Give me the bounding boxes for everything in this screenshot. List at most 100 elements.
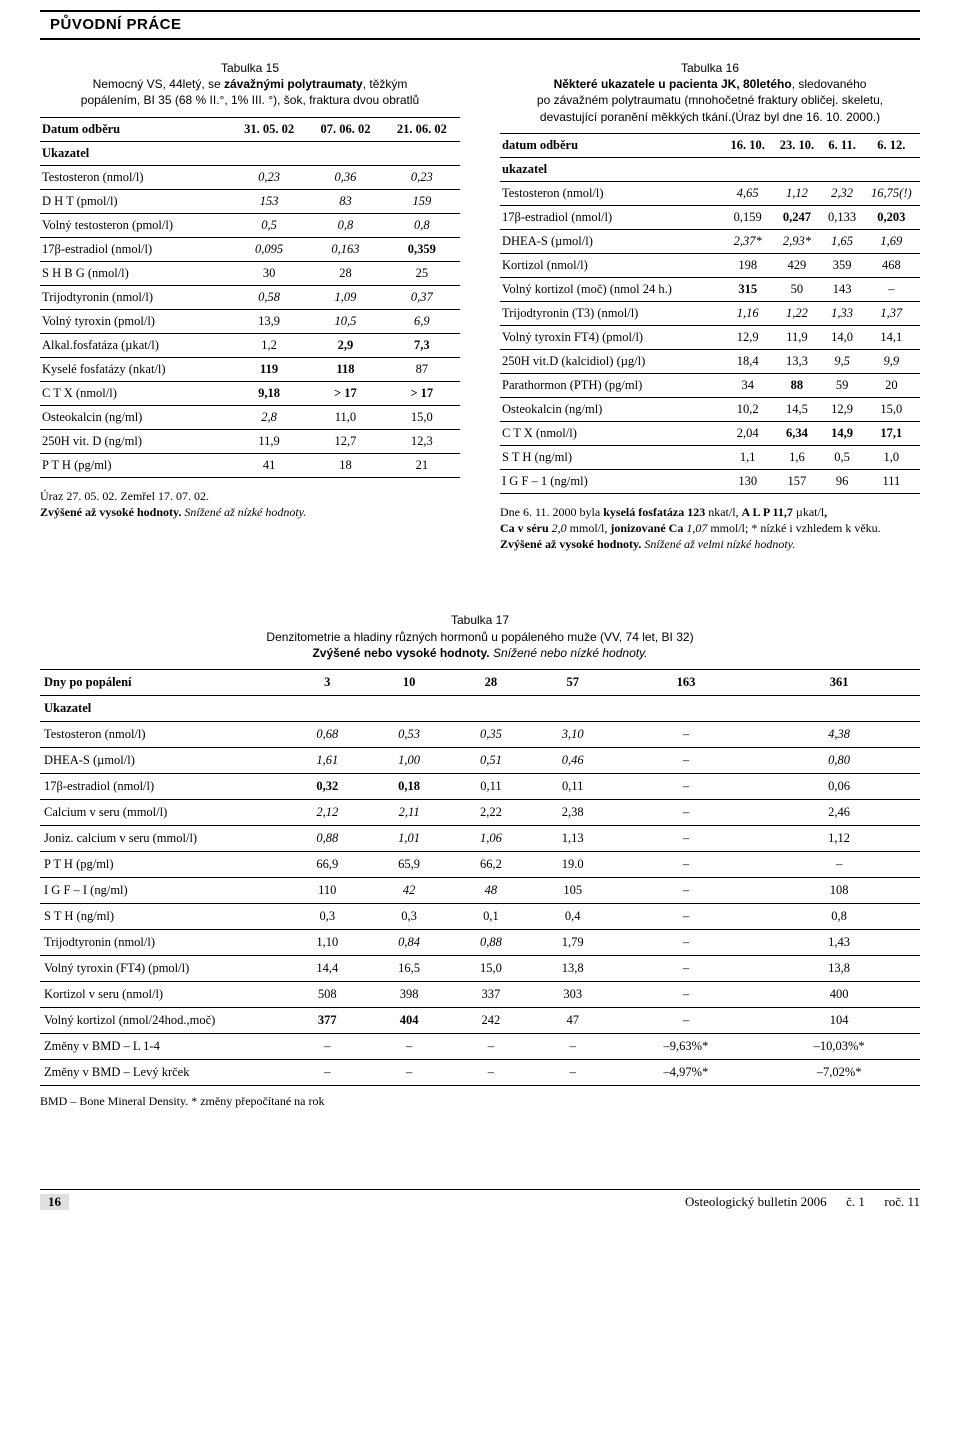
cell-value: 0,68 <box>286 721 368 747</box>
cell-value: 0,8 <box>307 213 383 237</box>
cell-value: – <box>532 1059 614 1085</box>
t17-h2: 10 <box>368 669 450 695</box>
cell-value: 1,01 <box>368 825 450 851</box>
t16-h3: 6. 11. <box>822 133 863 157</box>
table-row: Trijodtyronin (nmol/l)1,100,840,881,79–1… <box>40 929 920 955</box>
table-row: DHEA-S (µmol/l)1,611,000,510,46–0,80 <box>40 747 920 773</box>
table15-number: Tabulka 15 <box>40 60 460 76</box>
t15-cap-b: Zvýšené až vysoké hodnoty. <box>40 505 181 519</box>
table-row: Změny v BMD – Levý krček–––––4,97%*–7,02… <box>40 1059 920 1085</box>
cell-value: 2,32 <box>822 181 863 205</box>
table-row: Kortizol (nmol/l)198429359468 <box>500 253 920 277</box>
row-label: C T X (nmol/l) <box>500 421 723 445</box>
cell-value: 110 <box>286 877 368 903</box>
t17-t2b: Snížené nebo nízké hodnoty. <box>490 646 648 660</box>
cell-value: 1,16 <box>723 301 772 325</box>
cell-value: 104 <box>758 1007 920 1033</box>
t16-cg: Ca v séru <box>500 521 552 535</box>
cell-value: 153 <box>231 189 307 213</box>
row-label: C T X (nmol/l) <box>40 381 231 405</box>
table16-block: Tabulka 16 Některé ukazatele u pacienta … <box>500 60 920 552</box>
cell-value: 2,8 <box>231 405 307 429</box>
table-row: Volný tyroxin FT4) (pmol/l)12,911,914,01… <box>500 325 920 349</box>
cell-value: 88 <box>772 373 821 397</box>
row-label: S H B G (nmol/l) <box>40 261 231 285</box>
cell-value: 9,9 <box>863 349 920 373</box>
row-label: Testosteron (nmol/l) <box>500 181 723 205</box>
cell-value: 16,75(!) <box>863 181 920 205</box>
cell-value: 1,79 <box>532 929 614 955</box>
cell-value: – <box>286 1059 368 1085</box>
cell-value: 1,6 <box>772 445 821 469</box>
row-label: Calcium v seru (mmol/l) <box>40 799 286 825</box>
cell-value: 0,88 <box>286 825 368 851</box>
cell-value: 1,22 <box>772 301 821 325</box>
table-row: Volný kortizol (moč) (nmol 24 h.)3155014… <box>500 277 920 301</box>
row-label: 17β-estradiol (nmol/l) <box>40 237 231 261</box>
row-label: Volný tyroxin (pmol/l) <box>40 309 231 333</box>
table-row: Joniz. calcium v seru (mmol/l)0,881,011,… <box>40 825 920 851</box>
cell-value: 1,12 <box>772 181 821 205</box>
cell-value: > 17 <box>307 381 383 405</box>
table17: Dny po popálení 3 10 28 57 163 361 Ukaza… <box>40 669 920 1086</box>
cell-value: 3,10 <box>532 721 614 747</box>
row-label: Volný kortizol (nmol/24hod.,moč) <box>40 1007 286 1033</box>
footer-volume: roč. 11 <box>884 1194 920 1209</box>
table-row: 250H vit. D (ng/ml)11,912,712,3 <box>40 429 460 453</box>
cell-value: 0,3 <box>368 903 450 929</box>
row-label: Kortizol (nmol/l) <box>500 253 723 277</box>
t16-h2: 23. 10. <box>772 133 821 157</box>
t15-h1: 31. 05. 02 <box>231 117 307 141</box>
table16: datum odběru 16. 10. 23. 10. 6. 11. 6. 1… <box>500 133 920 494</box>
cell-value: 6,9 <box>384 309 460 333</box>
table15-block: Tabulka 15 Nemocný VS, 44letý, se závažn… <box>40 60 460 552</box>
row-label: 250H vit.D (kalcidiol) (µg/l) <box>500 349 723 373</box>
table-row: Kortizol v seru (nmol/l)508398337303–400 <box>40 981 920 1007</box>
table-row: 17β-estradiol (nmol/l)0,320,180,110,11–0… <box>40 773 920 799</box>
row-label: Trijodtyronin (T3) (nmol/l) <box>500 301 723 325</box>
cell-value: 7,3 <box>384 333 460 357</box>
table-row: S T H (ng/ml)1,11,60,51,0 <box>500 445 920 469</box>
table-row: Alkal.fosfatáza (µkat/l)1,22,97,3 <box>40 333 460 357</box>
table-row: Volný tyroxin (pmol/l)13,910,56,9 <box>40 309 460 333</box>
footer-right: Osteologický bulletin 2006 č. 1 roč. 11 <box>685 1194 920 1210</box>
cell-value: 0,58 <box>231 285 307 309</box>
table-row: Parathormon (PTH) (pg/ml)34885920 <box>500 373 920 397</box>
row-label: S T H (ng/ml) <box>500 445 723 469</box>
t17-h0: Dny po popálení <box>40 669 286 695</box>
cell-value: 0,8 <box>758 903 920 929</box>
t16-cm: Zvýšené až vysoké hodnoty. <box>500 537 641 551</box>
table16-title: Tabulka 16 Některé ukazatele u pacienta … <box>500 60 920 125</box>
cell-value: 14,9 <box>822 421 863 445</box>
cell-value: 18 <box>307 453 383 477</box>
t16-t3: devastující poranění měkkých tkání.(Úraz… <box>540 110 880 124</box>
cell-value: 28 <box>307 261 383 285</box>
row-label: 17β-estradiol (nmol/l) <box>500 205 723 229</box>
t15-ukazatel: Ukazatel <box>40 141 460 165</box>
cell-value: 429 <box>772 253 821 277</box>
cell-value: 0,46 <box>532 747 614 773</box>
cell-value: 315 <box>723 277 772 301</box>
t15-cap-c: Snížené až nízké hodnoty. <box>181 505 306 519</box>
table15-desc-c: , těžkým <box>363 77 408 91</box>
row-label: 17β-estradiol (nmol/l) <box>40 773 286 799</box>
row-label: Trijodtyronin (nmol/l) <box>40 929 286 955</box>
table-row: C T X (nmol/l)9,18> 17> 17 <box>40 381 460 405</box>
table17-block: Tabulka 17 Denzitometrie a hladiny různý… <box>0 612 960 1109</box>
cell-value: 25 <box>384 261 460 285</box>
cell-value: 13,8 <box>532 955 614 981</box>
row-label: Osteokalcin (ng/ml) <box>500 397 723 421</box>
cell-value: 0,133 <box>822 205 863 229</box>
cell-value: – <box>286 1033 368 1059</box>
cell-value: 13,9 <box>231 309 307 333</box>
cell-value: 2,12 <box>286 799 368 825</box>
cell-value: 337 <box>450 981 532 1007</box>
cell-value: 30 <box>231 261 307 285</box>
page-footer: 16 Osteologický bulletin 2006 č. 1 roč. … <box>40 1189 920 1210</box>
row-label: DHEA-S (µmol/l) <box>40 747 286 773</box>
cell-value: 1,61 <box>286 747 368 773</box>
row-label: Trijodtyronin (nmol/l) <box>40 285 231 309</box>
cell-value: – <box>532 1033 614 1059</box>
cell-value: 143 <box>822 277 863 301</box>
section-label: PŮVODNÍ PRÁCE <box>50 16 182 33</box>
